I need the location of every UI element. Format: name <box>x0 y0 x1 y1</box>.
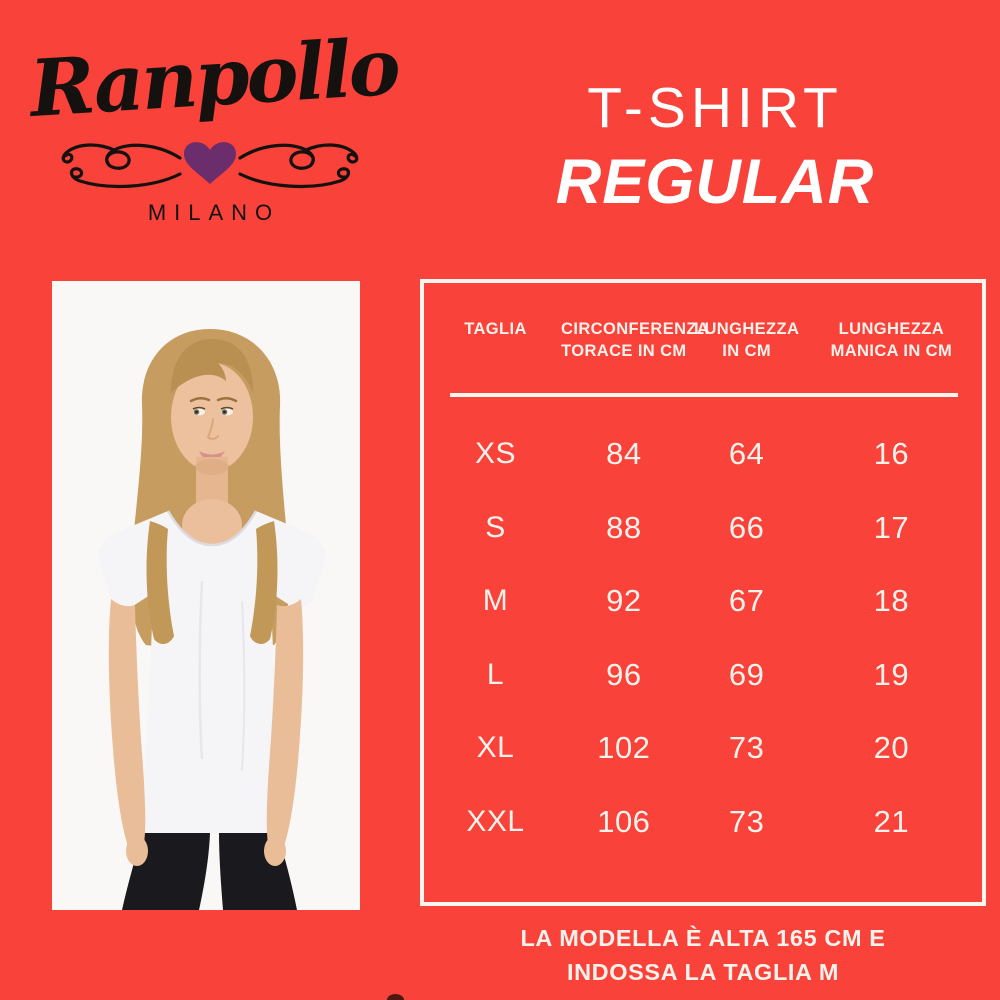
brand-logo: Ranpollo MILANO <box>28 22 401 226</box>
table-row: M 92 67 18 <box>430 565 976 639</box>
model-neck <box>182 457 242 551</box>
heart-icon <box>184 141 236 184</box>
model-arms <box>108 599 304 866</box>
size-value: 20 <box>873 730 910 766</box>
model-illustration <box>52 281 360 910</box>
size-label: M <box>482 584 509 618</box>
size-value: 84 <box>606 436 642 472</box>
size-table-body: XS 84 64 16 S 88 66 17 M 92 67 18 L 96 69 19 XL 102 73 20 XX… <box>424 397 982 859</box>
model-note-line1: LA MODELLA È ALTA 165 CM E <box>520 925 886 951</box>
size-label: L <box>486 657 505 691</box>
size-value: 73 <box>728 730 765 766</box>
product-title-line1: T-SHIRT <box>587 76 843 140</box>
cropped-glyph-mark <box>387 994 404 1000</box>
flourish-ornament <box>61 141 359 188</box>
table-row: XXL 106 73 21 <box>430 785 976 859</box>
size-table: TAGLIA CIRCONFERENZA TORACE IN CM LUNGHE… <box>420 279 986 906</box>
size-value: 92 <box>606 583 642 619</box>
size-label: S <box>485 510 506 544</box>
table-row: XS 84 64 16 <box>430 418 976 492</box>
size-value: 106 <box>597 803 651 839</box>
model-hair-strands <box>146 521 278 645</box>
size-table-header: TAGLIA CIRCONFERENZA TORACE IN CM LUNGHE… <box>424 283 982 363</box>
brand-city: MILANO <box>147 199 281 225</box>
size-value: 69 <box>728 656 765 692</box>
size-value: 96 <box>606 656 642 692</box>
size-value: 66 <box>728 509 765 545</box>
col-header-manica: LUNGHEZZA MANICA IN CM <box>830 320 953 360</box>
product-title-line2: REGULAR <box>555 147 875 217</box>
size-label: XL <box>476 731 515 765</box>
col-header-circonferenza: CIRCONFERENZA TORACE IN CM <box>561 320 710 360</box>
size-value: 17 <box>873 509 910 545</box>
col-header-lunghezza: LUNGHEZZA IN CM <box>693 320 800 360</box>
model-note: LA MODELLA È ALTA 165 CM E INDOSSA LA TA… <box>420 921 986 989</box>
size-value: 18 <box>873 583 910 619</box>
size-value: 88 <box>606 509 642 545</box>
table-row: S 88 66 17 <box>430 491 976 565</box>
model-face <box>171 339 254 471</box>
product-title: T-SHIRT REGULAR <box>530 80 900 214</box>
size-value: 73 <box>728 803 765 839</box>
table-row: L 96 69 19 <box>430 638 976 712</box>
model-photo <box>52 281 360 910</box>
size-value: 64 <box>728 436 765 472</box>
model-note-line2: INDOSSA LA TAGLIA M <box>566 959 840 986</box>
col-header-taglia: TAGLIA <box>464 320 527 338</box>
brand-name: Ranpollo <box>27 21 401 135</box>
size-label: XS <box>475 437 517 471</box>
size-value: 21 <box>873 803 910 839</box>
header-divider <box>450 392 958 397</box>
table-row: XL 102 73 20 <box>430 712 976 786</box>
size-value: 19 <box>873 656 910 692</box>
size-value: 102 <box>597 730 651 766</box>
size-value: 67 <box>728 583 765 619</box>
size-value: 16 <box>873 436 910 472</box>
size-label: XXL <box>466 804 525 838</box>
